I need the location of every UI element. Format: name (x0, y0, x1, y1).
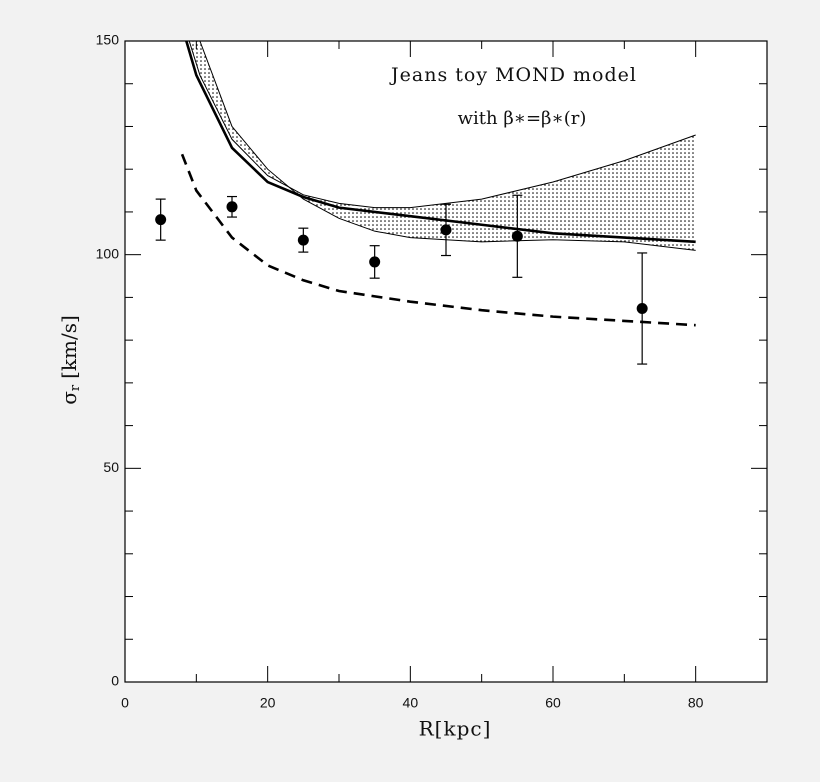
data-point (369, 256, 381, 268)
data-point (226, 201, 238, 213)
x-tick-label: 20 (260, 695, 276, 711)
data-point (511, 230, 523, 242)
data-point (297, 234, 309, 246)
band-edge (188, 41, 696, 209)
y-label-symbol: σ (57, 391, 81, 405)
plot-frame (124, 40, 768, 683)
x-tick-label: 80 (688, 695, 704, 711)
y-tick-label: 100 (96, 245, 120, 261)
y-tick-label: 50 (103, 459, 119, 475)
data-point (636, 303, 648, 315)
chart-subtitle: with β∗=β∗(r) (458, 108, 587, 129)
x-tick-label: 40 (403, 695, 419, 711)
y-axis-label: σr [km/s] (57, 315, 83, 405)
model-line (180, 153, 696, 327)
model-line (185, 41, 696, 244)
x-tick-label: 60 (545, 695, 561, 711)
y-tick-label: 0 (111, 673, 119, 689)
x-tick-label: 0 (121, 695, 129, 711)
x-axis-label: R[kpc] (419, 717, 492, 741)
data-point (155, 214, 167, 226)
y-label-sub: r (68, 384, 83, 391)
y-tick-label: 150 (96, 32, 120, 48)
chart-title: Jeans toy MOND model (389, 64, 637, 86)
y-label-unit: [km/s] (57, 315, 81, 379)
data-point (440, 224, 452, 236)
band-edge (199, 41, 696, 251)
plot-area (180, 41, 696, 327)
